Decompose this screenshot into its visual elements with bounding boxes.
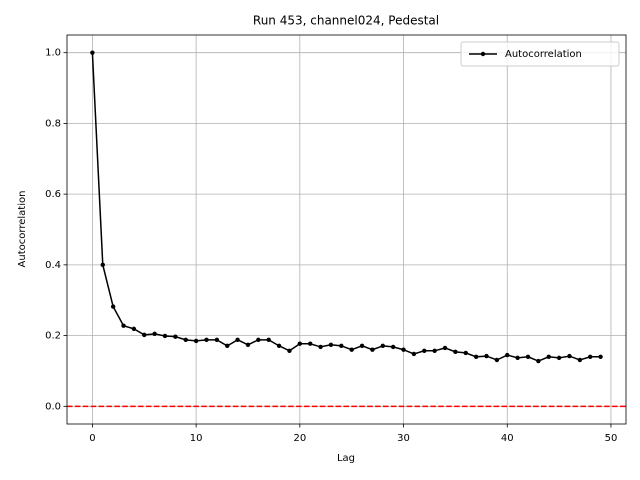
y-tick-label: 1.0 bbox=[45, 48, 61, 59]
data-point bbox=[453, 349, 458, 355]
data-point bbox=[328, 342, 334, 347]
data-point bbox=[287, 348, 292, 353]
data-point bbox=[204, 337, 209, 343]
chart-title: Run 453, channel024, Pedestal bbox=[253, 14, 439, 28]
data-point bbox=[131, 326, 137, 332]
data-point bbox=[276, 343, 282, 349]
x-tick-label: 20 bbox=[293, 433, 306, 444]
y-tick-label: 0.6 bbox=[45, 189, 61, 200]
data-point bbox=[110, 304, 116, 309]
data-point bbox=[598, 354, 603, 360]
data-point bbox=[536, 358, 541, 364]
data-point bbox=[588, 354, 593, 360]
data-point bbox=[308, 341, 313, 346]
y-tick-label: 0.0 bbox=[45, 401, 61, 412]
data-point bbox=[142, 332, 147, 338]
data-point bbox=[245, 342, 251, 347]
data-point bbox=[214, 337, 220, 343]
data-point bbox=[515, 355, 520, 361]
y-tick-label: 0.2 bbox=[45, 331, 61, 342]
y-axis-label: Autocorrelation bbox=[17, 191, 28, 268]
data-point bbox=[266, 337, 271, 343]
data-point bbox=[411, 351, 417, 357]
data-point bbox=[318, 344, 323, 350]
legend-box bbox=[460, 41, 620, 67]
data-point bbox=[484, 353, 489, 359]
x-tick-label: 40 bbox=[501, 433, 514, 444]
data-point bbox=[556, 355, 562, 361]
data-point bbox=[256, 337, 261, 343]
x-tick-label: 30 bbox=[397, 433, 410, 444]
data-point bbox=[90, 50, 95, 55]
data-point bbox=[525, 354, 531, 360]
data-point bbox=[494, 357, 500, 363]
legend-marker bbox=[480, 51, 486, 57]
x-axis-label: Lag bbox=[337, 453, 355, 464]
data-point bbox=[505, 352, 510, 358]
y-tick-label: 0.4 bbox=[45, 260, 61, 271]
data-point bbox=[370, 347, 375, 352]
data-point bbox=[173, 334, 178, 339]
legend-label: Autocorrelation bbox=[505, 49, 582, 60]
data-point bbox=[473, 354, 479, 360]
data-point bbox=[162, 333, 168, 339]
data-point bbox=[380, 343, 385, 349]
data-point bbox=[235, 337, 240, 343]
data-point bbox=[390, 344, 396, 350]
x-tick-label: 50 bbox=[605, 433, 618, 444]
data-point bbox=[121, 323, 126, 328]
data-point bbox=[225, 343, 230, 349]
data-point bbox=[577, 357, 583, 363]
data-point bbox=[349, 347, 354, 352]
data-point bbox=[546, 354, 551, 360]
data-point bbox=[359, 343, 365, 349]
axes-frame bbox=[66, 34, 627, 425]
y-tick-label: 0.8 bbox=[45, 118, 61, 129]
data-point bbox=[297, 341, 303, 346]
data-point bbox=[339, 343, 344, 349]
x-tick-label: 0 bbox=[89, 433, 95, 444]
x-tick-label: 10 bbox=[190, 433, 203, 444]
data-point bbox=[422, 348, 427, 353]
data-point bbox=[100, 262, 105, 268]
data-point bbox=[463, 350, 468, 356]
data-point bbox=[442, 345, 448, 351]
data-point bbox=[401, 347, 406, 352]
data-point bbox=[183, 337, 188, 343]
data-point bbox=[193, 338, 199, 344]
data-point bbox=[432, 348, 437, 353]
data-point bbox=[567, 353, 572, 359]
data-point bbox=[152, 331, 157, 337]
